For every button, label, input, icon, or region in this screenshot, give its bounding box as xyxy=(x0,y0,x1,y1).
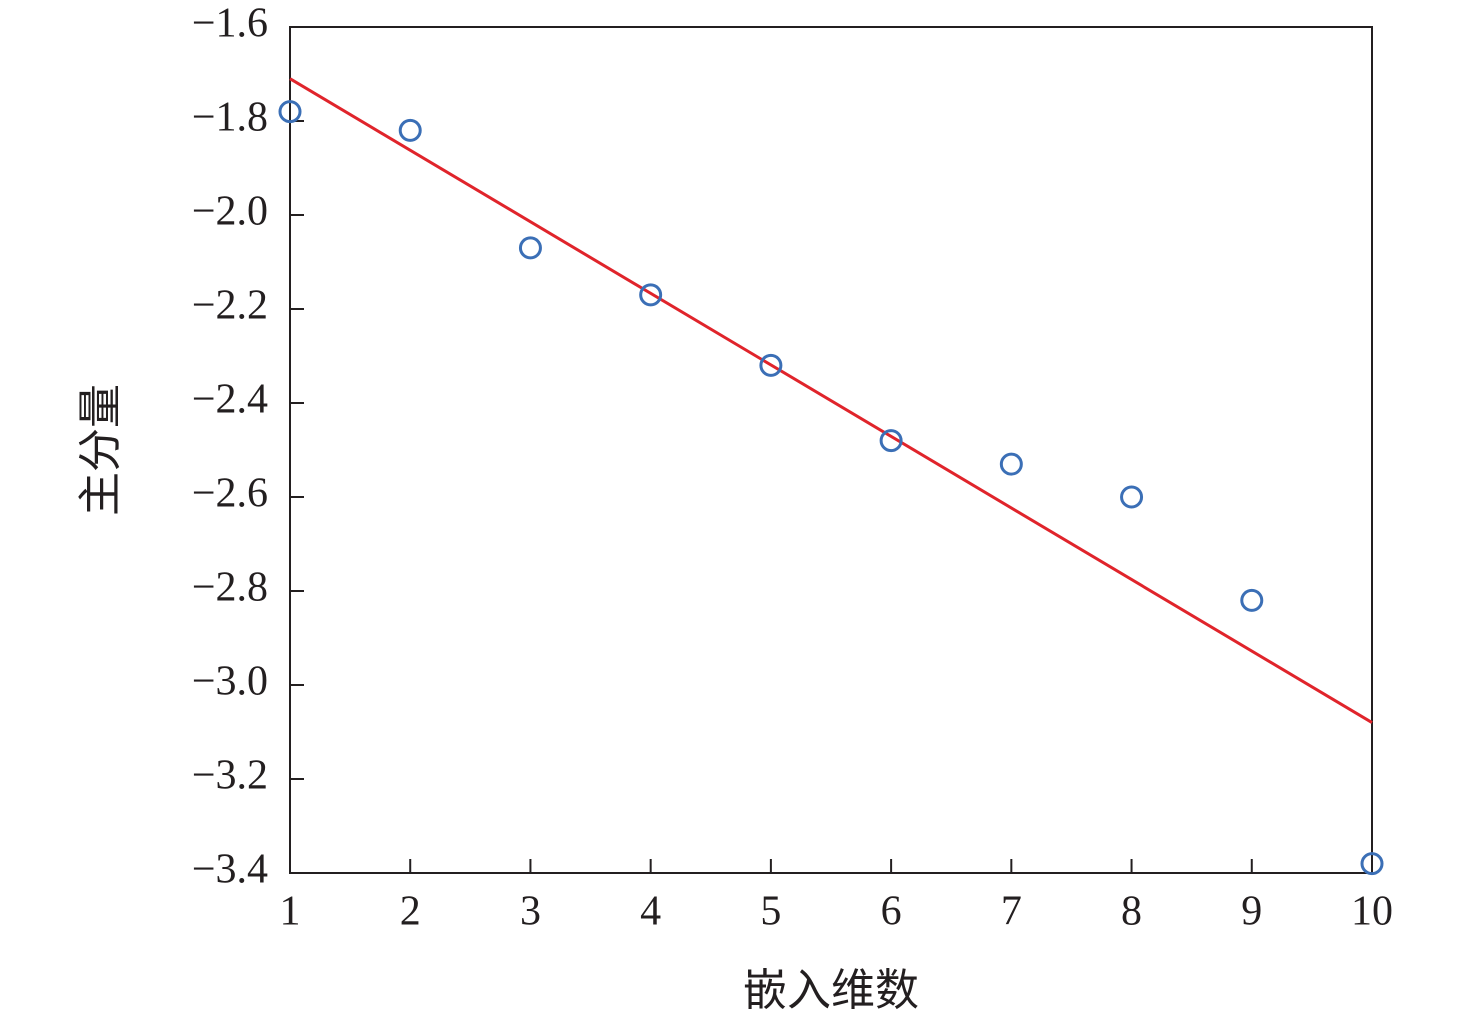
data-point xyxy=(278,100,302,124)
data-point xyxy=(518,236,542,260)
x-axis-title: 嵌入维数 xyxy=(743,966,919,1015)
data-point xyxy=(879,429,903,453)
y-axis-title: 主分量 xyxy=(76,384,125,516)
x-tick-label: 8 xyxy=(1121,889,1142,935)
x-tick-label: 2 xyxy=(400,889,421,935)
plot-frame xyxy=(289,26,1373,874)
y-tick-label: −2.6 xyxy=(192,471,268,517)
x-tick-label: 9 xyxy=(1241,889,1262,935)
data-point xyxy=(398,118,422,142)
y-tick-label: −2.8 xyxy=(192,565,268,611)
y-tick-label: −3.4 xyxy=(192,847,268,893)
x-tick-label: 10 xyxy=(1351,889,1393,935)
data-point xyxy=(1240,588,1264,612)
x-tick-label: 3 xyxy=(520,889,541,935)
y-tick-label: −1.8 xyxy=(192,95,268,141)
y-tick-label: −2.2 xyxy=(192,283,268,329)
y-tick-label: −2.0 xyxy=(192,189,268,235)
data-point xyxy=(1120,485,1144,509)
data-point xyxy=(639,283,663,307)
y-tick-label: −3.0 xyxy=(192,659,268,705)
x-tick-label: 5 xyxy=(760,889,781,935)
fit-line xyxy=(289,77,1373,724)
data-point xyxy=(759,353,783,377)
data-point xyxy=(1360,852,1384,876)
y-tick-label: −1.6 xyxy=(192,1,268,47)
x-tick-label: 7 xyxy=(1001,889,1022,935)
x-tick-label: 6 xyxy=(881,889,902,935)
x-tick-label: 4 xyxy=(640,889,661,935)
y-tick-label: −2.4 xyxy=(192,377,268,423)
y-tick-label: −3.2 xyxy=(192,753,268,799)
x-tick-label: 1 xyxy=(280,889,301,935)
data-point xyxy=(999,452,1023,476)
